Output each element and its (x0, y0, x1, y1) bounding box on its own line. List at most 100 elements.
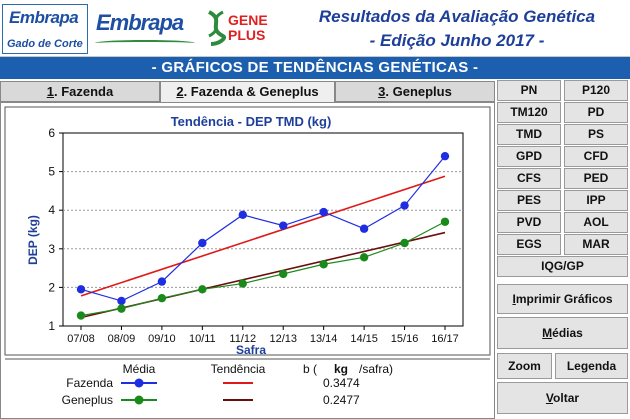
x-tick-label: 16/17 (431, 333, 459, 345)
trait-button-pn[interactable]: PN (497, 80, 561, 101)
trend-line-fazenda (80, 175, 446, 297)
legend-col-tendencia: Tendência (211, 362, 266, 376)
legend-label: Legenda (566, 359, 617, 373)
embrapa-logo: Embrapa (96, 10, 184, 35)
zoom-button[interactable]: Zoom (497, 353, 552, 379)
trait-button-ped[interactable]: PED (564, 168, 628, 189)
y-axis-label: DEP (kg) (26, 215, 40, 265)
trait-button-pd[interactable]: PD (564, 102, 628, 123)
embrapa-gado-de-corte-logo: Embrapa Gado de Corte (2, 4, 88, 54)
print-charts-key: I (512, 292, 516, 306)
tab-fazenda-key: 1 (46, 84, 54, 99)
logo1-subtitle: Gado de Corte (7, 38, 83, 50)
trait-button-cfd[interactable]: CFD (564, 146, 628, 167)
means-button[interactable]: Médias (497, 317, 628, 349)
legend-row-geneplus-name: Geneplus (62, 393, 113, 407)
data-point-geneplus (238, 279, 247, 288)
back-label: oltar (553, 391, 580, 405)
tab-geneplus[interactable]: 3. Geneplus (335, 81, 495, 102)
tab-bar: 1. Fazenda 2. Fazenda & Geneplus 3. Gene… (0, 81, 495, 103)
data-point-geneplus (76, 311, 86, 320)
trait-button-tm120[interactable]: TM120 (497, 102, 561, 123)
chart-frame (4, 106, 491, 356)
data-point-fazenda (400, 201, 409, 210)
data-point-fazenda (157, 277, 167, 286)
x-tick-label: 13/14 (310, 333, 338, 345)
x-tick-label: 09/10 (148, 333, 176, 345)
legend-col-media: Média (123, 362, 156, 376)
trait-button-tmd[interactable]: TMD (497, 124, 561, 145)
series-line-geneplus (80, 221, 446, 317)
plot-area (62, 132, 464, 327)
y-tick-label: 5 (48, 165, 55, 179)
x-axis-label: Safra (236, 343, 266, 357)
data-point-geneplus (279, 269, 288, 279)
legend-row-geneplus-b: 0.2477 (323, 393, 360, 407)
trait-button-iqg-gp[interactable]: IQG/GP (497, 256, 628, 277)
data-point-geneplus (440, 217, 450, 226)
trait-button-aol[interactable]: AOL (564, 212, 628, 233)
tab-fazenda[interactable]: 1. Fazenda (0, 81, 160, 102)
tab-fazenda-geneplus[interactable]: 2. Fazenda & Geneplus (160, 81, 335, 103)
data-point-fazenda (238, 210, 247, 220)
data-point-geneplus (319, 260, 328, 269)
chart-title: Tendência - DEP TMD (kg) (171, 114, 332, 129)
tab-geneplus-key: 3 (378, 84, 386, 99)
data-point-fazenda (76, 285, 86, 294)
trait-button-pvd[interactable]: PVD (497, 212, 561, 233)
data-point-geneplus (117, 304, 126, 313)
data-point-fazenda (440, 151, 450, 161)
data-point-fazenda (198, 238, 207, 248)
trait-button-pes[interactable]: PES (497, 190, 561, 211)
logo1-brand: Embrapa (9, 8, 79, 27)
tab-fazenda-geneplus-key: 2 (176, 84, 184, 99)
geneplus-line2: PLUS (228, 27, 266, 43)
trait-button-cfs[interactable]: CFS (497, 168, 561, 189)
x-tick-label: 07/08 (67, 333, 95, 345)
chart-panel: Tendência - DEP TMD (kg) Safra DEP (kg) … (0, 102, 495, 419)
tab-fazenda-label: . Fazenda (53, 84, 114, 99)
y-tick-label: 2 (48, 280, 55, 294)
y-tick-label: 4 (48, 203, 55, 217)
legend-button[interactable]: Legenda (555, 353, 628, 379)
print-charts-label: mprimir Gráficos (515, 292, 613, 306)
y-tick-label: 3 (48, 242, 55, 256)
legend-row-fazenda-b: 0.3474 (323, 376, 360, 390)
series-line-fazenda (80, 155, 446, 302)
zoom-label: Zoom (508, 359, 541, 373)
trait-button-ps[interactable]: PS (564, 124, 628, 145)
x-tick-label: 08/09 (108, 333, 136, 345)
trait-button-mar[interactable]: MAR (564, 234, 628, 255)
y-tick-label: 6 (48, 126, 55, 140)
tick-layer: 1 2 3 4 5 6 07/08 08/09 09/10 10/11 11/12 12/13 13/1… (48, 126, 458, 345)
tab-fazenda-geneplus-label: . Fazenda & Geneplus (183, 84, 319, 99)
trait-button-gpd[interactable]: GPD (497, 146, 561, 167)
data-point-geneplus (400, 238, 409, 248)
print-charts-button[interactable]: Imprimir Gráficos (497, 284, 628, 314)
legend-row-fazenda-name: Fazenda (66, 376, 113, 390)
means-key: M (542, 326, 553, 340)
legend-col-b-unit: kg (334, 362, 348, 376)
tab-geneplus-label: . Geneplus (385, 84, 452, 99)
x-tick-label: 10/11 (189, 333, 216, 345)
geneplus-line1: GENE (228, 12, 268, 28)
legend-col-b-prefix: b ( (303, 362, 317, 376)
back-key: V (545, 391, 554, 405)
trait-button-egs[interactable]: EGS (497, 234, 561, 255)
x-tick-label: 14/15 (350, 333, 378, 345)
trait-button-p120[interactable]: P120 (564, 80, 628, 101)
means-label: édias (552, 326, 583, 340)
series-layer (76, 151, 450, 320)
geneplus-dna-icon (207, 10, 226, 46)
page-title-line1: Resultados da Avaliação Genética (318, 7, 596, 26)
embrapa-logo-arc (95, 40, 195, 46)
trait-button-ipp[interactable]: IPP (564, 190, 628, 211)
data-point-fazenda (117, 296, 126, 306)
geneplus-logo-text: GENE PLUS (228, 13, 268, 43)
back-button[interactable]: Voltar (497, 382, 628, 414)
header: Embrapa Gado de Corte Embrapa GENE PLUS … (0, 0, 630, 57)
data-point-geneplus (198, 285, 207, 294)
data-point-fazenda (359, 224, 369, 233)
x-tick-label: 15/16 (391, 333, 419, 345)
